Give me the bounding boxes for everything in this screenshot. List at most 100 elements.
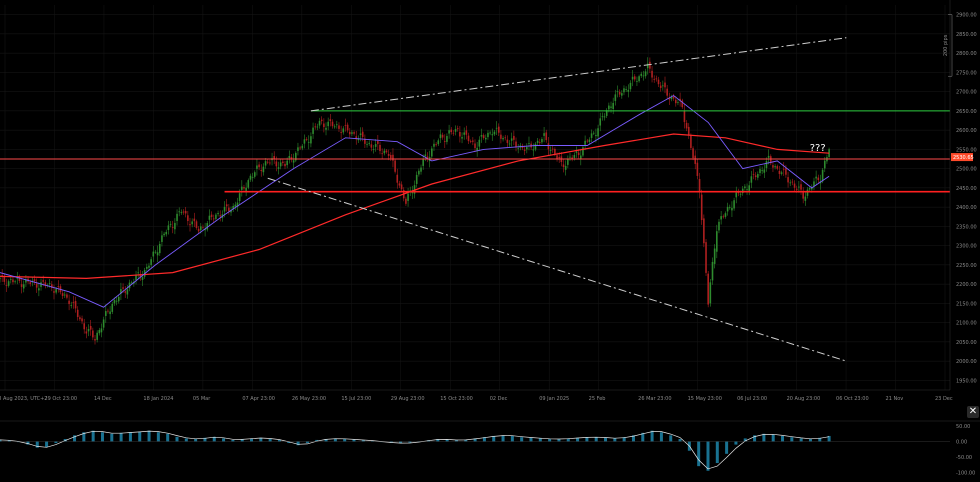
candle-body: [234, 204, 237, 207]
oscillator-bar: [762, 433, 766, 442]
oscillator-bar: [333, 438, 337, 442]
oscillator-bar: [445, 439, 449, 442]
candle-body: [767, 155, 770, 158]
candle-body: [307, 141, 310, 143]
candle-body: [107, 310, 109, 312]
candle-body: [793, 183, 796, 188]
candle-body: [728, 206, 731, 208]
candle-body: [558, 156, 561, 159]
oscillator-bar: [371, 440, 375, 442]
candle-body: [228, 207, 230, 212]
candle-body: [500, 134, 502, 139]
oscillator-bar: [613, 438, 617, 442]
candle-body: [398, 183, 401, 186]
oscillator-bar: [529, 437, 533, 442]
candle-body: [761, 170, 763, 172]
candle-body: [359, 133, 362, 135]
oscillator-bar: [203, 437, 207, 442]
price-tick-label: 2100.00: [956, 321, 977, 327]
oscillator-bar: [585, 437, 589, 442]
candle-body: [800, 184, 802, 190]
candle-body: [655, 78, 658, 80]
time-tick-label: 15 May 23:00: [688, 396, 722, 402]
candle-body: [72, 302, 75, 303]
oscillator-bar: [156, 432, 160, 442]
candle-body: [16, 277, 19, 279]
candle-body: [35, 283, 38, 288]
candle-body: [223, 206, 226, 212]
candle-body: [459, 131, 461, 137]
time-tick-label: 09 Jan 2025: [539, 396, 569, 402]
oscillator-bar: [557, 439, 561, 442]
price-tick-label: 2700.00: [956, 90, 977, 96]
oscillator-bar: [315, 439, 319, 442]
candle-body: [443, 141, 446, 142]
candle-body: [230, 210, 232, 213]
candle-body: [413, 185, 416, 194]
candle-body: [355, 136, 358, 140]
candle-body: [431, 148, 433, 157]
oscillator-bar: [734, 441, 738, 445]
time-tick-label: 18 Jan 2024: [143, 396, 173, 402]
candle-body: [79, 317, 81, 320]
candle-body: [670, 96, 673, 100]
close-panel-button[interactable]: ✕: [967, 406, 979, 418]
candle-body: [76, 309, 79, 318]
oscillator-bar: [510, 435, 514, 442]
candle-body: [187, 215, 189, 221]
oscillator-bar: [305, 441, 309, 444]
candle-body: [454, 129, 457, 132]
candle-body: [467, 135, 470, 142]
candle-body: [621, 93, 623, 96]
candle-body: [543, 133, 545, 136]
candle-body: [482, 135, 485, 139]
candle-body: [74, 300, 77, 309]
candle-body: [353, 132, 355, 134]
current-price-tag: [951, 153, 973, 162]
candle-body: [182, 211, 185, 213]
candle-body: [215, 214, 217, 219]
candle-body: [275, 161, 278, 167]
candle-body: [320, 119, 323, 122]
oscillator-bar: [296, 441, 300, 446]
oscillator-bar: [166, 433, 170, 442]
candle-body: [798, 186, 800, 188]
candle-body: [478, 139, 481, 147]
candle-body: [757, 173, 759, 178]
time-tick-label: 02 Dec: [490, 396, 508, 402]
time-tick-label: 28 Aug 2023, UTC+2: [0, 396, 48, 402]
candle-body: [96, 332, 98, 340]
candle-body: [782, 168, 785, 170]
candle-body: [780, 172, 783, 174]
candle-body: [772, 165, 774, 168]
candle-body: [171, 227, 174, 228]
candle-body: [426, 156, 429, 158]
candle-body: [120, 289, 122, 294]
time-tick-label: 20 Aug 23:00: [787, 396, 821, 402]
candle-body: [139, 274, 142, 277]
candle-body: [769, 156, 772, 164]
time-tick-label: 25 Feb: [589, 396, 606, 402]
oscillator-bar: [492, 435, 496, 442]
candle-body: [640, 73, 643, 76]
candle-body: [633, 76, 636, 80]
oscillator-bar: [799, 438, 803, 442]
candle-body: [597, 128, 599, 137]
candle-body: [163, 233, 165, 236]
candle-body: [681, 100, 684, 108]
candle-body: [623, 88, 625, 93]
time-tick-label: 15 Oct 23:00: [440, 396, 473, 402]
candle-body: [554, 149, 556, 155]
candle-body: [135, 275, 137, 280]
candle-body: [469, 141, 472, 142]
oscillator-bar: [715, 441, 719, 464]
candle-body: [808, 188, 811, 190]
candle-body: [89, 326, 92, 330]
candle-body: [569, 156, 571, 158]
candle-body: [700, 194, 703, 221]
oscillator-bar: [128, 432, 132, 442]
price-tick-label: 2200.00: [956, 282, 977, 288]
candle-body: [811, 187, 813, 190]
candle-body: [526, 147, 528, 150]
